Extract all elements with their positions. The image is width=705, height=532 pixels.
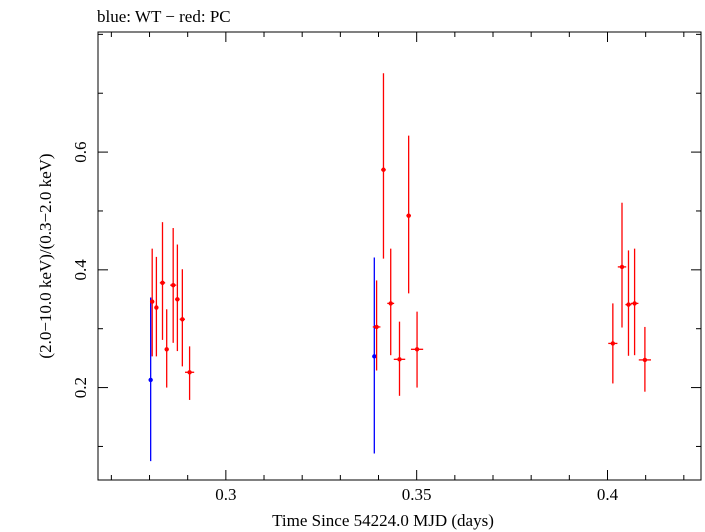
data-marker [149,299,155,304]
data-point [372,257,377,454]
y-tick-label: 0.2 [71,377,90,398]
data-marker [164,347,169,352]
data-marker [180,317,185,322]
data-marker [632,301,637,306]
data-marker [397,357,402,362]
data-marker [372,354,377,359]
data-marker [626,302,631,307]
data-point [148,297,153,462]
x-axis-label: Time Since 54224.0 MJD (days) [272,511,494,530]
data-marker [374,324,379,330]
data-point [630,248,639,356]
data-marker [160,280,165,285]
data-marker [187,370,192,375]
data-marker [148,377,153,383]
data-point [175,244,180,352]
plot-frame [97,31,702,481]
data-point [638,326,652,392]
data-marker [388,301,393,306]
x-tick-label: 0.3 [215,485,236,504]
y-tick-label: 0.4 [71,259,90,281]
data-marker [154,305,159,310]
data-point [154,256,159,357]
data-point [387,248,395,356]
data-point [625,250,632,356]
data-point [410,311,424,388]
series-wt [148,257,377,462]
y-tick-label: 0.6 [71,141,90,162]
chart-title: blue: WT − red: PC [97,7,231,26]
data-marker [406,213,411,218]
data-point [179,269,186,367]
data-marker [610,341,616,346]
data-point [372,280,381,371]
x-tick-label: 0.35 [402,485,432,504]
data-point [393,321,406,396]
data-marker [619,264,625,270]
x-axis-tick-labels: 0.3 0.35 0.4 [215,485,618,504]
x-tick-label: 0.4 [597,485,619,504]
data-marker [170,282,176,288]
data-marker [175,297,180,302]
data-point [381,73,386,259]
y-axis-ticks [98,33,701,447]
data-marker [642,357,648,363]
data-point [617,202,627,328]
data-point [170,228,177,343]
series-pc [149,73,652,400]
data-series [148,73,652,462]
data-point [159,222,166,340]
x-axis-ticks [110,32,685,480]
data-marker [414,347,420,352]
data-point [149,248,155,357]
data-point [185,346,195,400]
data-marker [381,167,386,172]
data-point [608,303,618,384]
y-axis-label: (2.0−10.0 keV)/(0.3−2.0 keV) [36,153,55,358]
data-point [164,309,169,388]
y-axis-tick-labels: 0.2 0.4 0.6 [71,141,90,398]
data-point [406,135,411,294]
